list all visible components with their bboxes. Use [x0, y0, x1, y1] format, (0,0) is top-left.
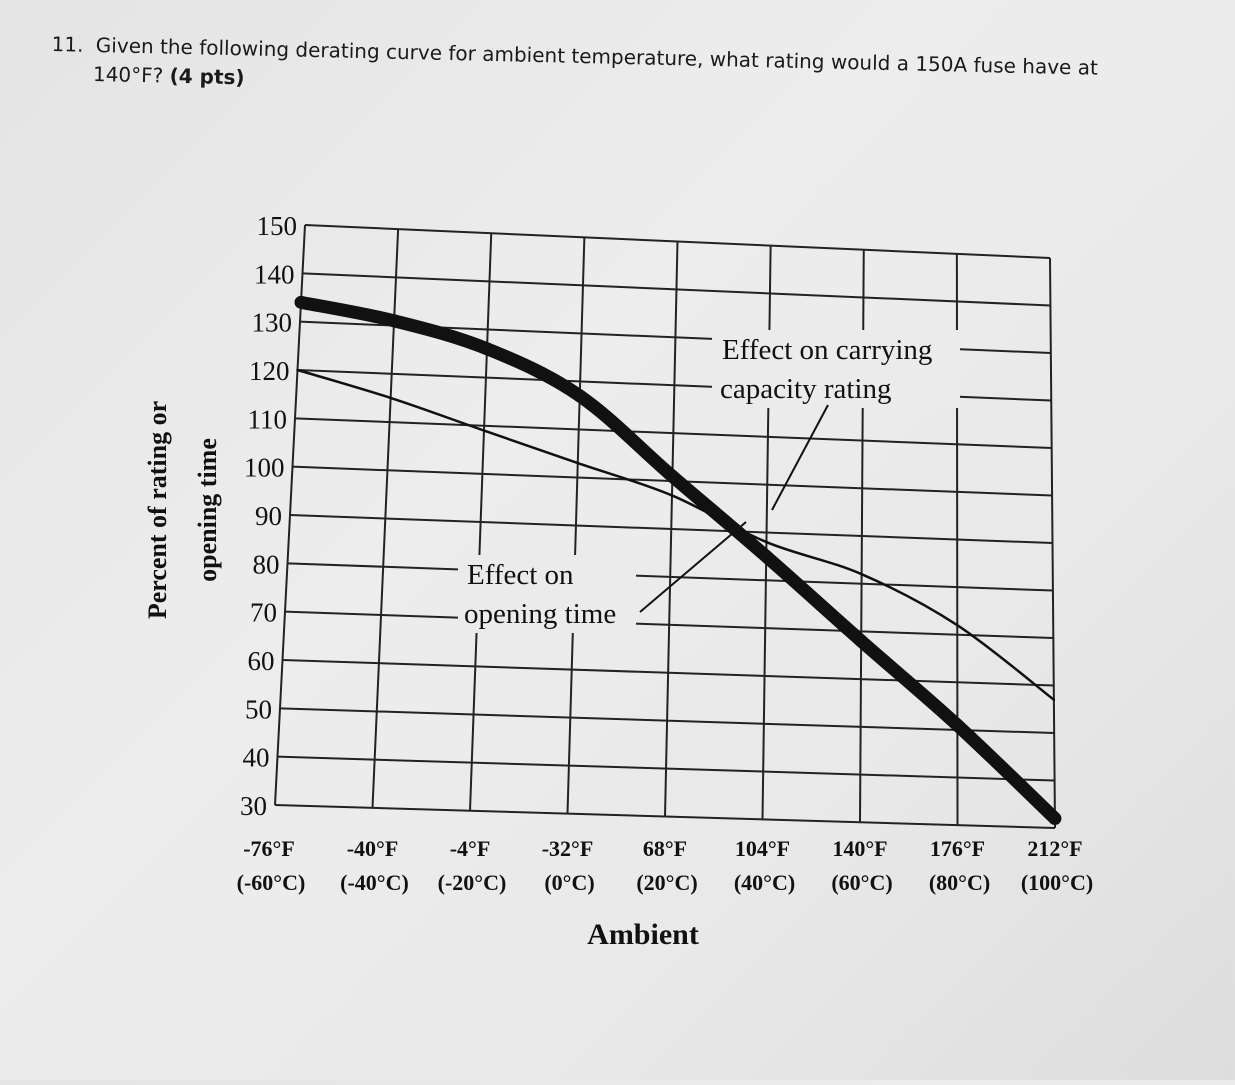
y-tick-label: 30: [240, 791, 267, 821]
opening-leader-line: [639, 521, 747, 613]
data-point-opening-time: [1052, 698, 1056, 701]
data-point-carrying-capacity: [573, 389, 587, 403]
opening-annotation-line1: Effect on: [467, 559, 574, 591]
grid-line-v: [469, 233, 493, 811]
y-tick-label: 130: [252, 308, 293, 338]
x-tick-label-f: 176°F: [930, 836, 985, 861]
x-tick-label-f: 212°F: [1027, 836, 1082, 861]
carrying-annotation-line2: capacity rating: [720, 373, 892, 405]
x-tick-label-f: 68°F: [643, 836, 687, 861]
x-tick-label-c: (40°C): [734, 870, 795, 895]
series-line-carrying-capacity: [299, 295, 1060, 824]
opening-annotation-line2: opening time: [464, 598, 616, 630]
carrying-label-bg: [712, 330, 960, 408]
x-tick-label-f: -76°F: [243, 836, 295, 861]
y-tick-label: 110: [248, 404, 288, 434]
x-tick-label-c: (0°C): [544, 870, 594, 895]
y-tick-label: 100: [244, 453, 285, 483]
data-point-carrying-capacity: [294, 295, 308, 309]
data-point-carrying-capacity: [950, 718, 964, 732]
y-tick-label: 150: [257, 211, 298, 241]
x-tick-label-f: 104°F: [735, 836, 790, 861]
grid-line-v: [566, 237, 586, 814]
y-tick-label: 120: [249, 356, 290, 386]
x-tick-label-c: (80°C): [929, 870, 990, 895]
grid-line-v: [664, 241, 679, 817]
data-point-carrying-capacity: [387, 314, 401, 328]
data-point-carrying-capacity: [759, 549, 773, 563]
y-tick-label: 70: [250, 598, 277, 628]
data-point-opening-time: [765, 540, 768, 544]
x-tick-label-c: (-40°C): [340, 870, 409, 895]
y-tick-label: 90: [255, 501, 282, 531]
data-point-opening-time: [576, 461, 580, 465]
grid-line-v: [1049, 257, 1056, 829]
x-tick-label-f: -32°F: [542, 836, 594, 861]
y-axis-ticks: 150 140 130 120 110 100 90 80 70 60 50 40 30: [240, 211, 297, 821]
x-tick-label-f: 140°F: [832, 836, 887, 861]
y-axis-label-line2: opening time: [193, 438, 222, 582]
series-line-opening-time: [297, 368, 1055, 701]
data-point-opening-time: [670, 494, 674, 497]
y-axis-label-line1: Percent of rating or: [143, 401, 172, 619]
data-point-carrying-capacity: [480, 342, 494, 356]
data-point-carrying-capacity: [665, 469, 679, 483]
x-tick-label-f: -40°F: [347, 836, 399, 861]
opening-label-bg: [458, 555, 636, 633]
data-point-opening-time: [956, 623, 959, 627]
data-point-opening-time: [296, 368, 299, 372]
y-tick-label: 50: [245, 694, 272, 724]
data-point-opening-time: [389, 396, 392, 400]
x-axis-ticks: -76°F (-60°C) -40°F (-40°C) -4°F (-20°C) -32°F…: [237, 836, 1094, 895]
y-tick-label: 80: [253, 549, 280, 579]
data-point-carrying-capacity: [1048, 812, 1062, 825]
x-axis-label: Ambient: [587, 918, 699, 951]
x-tick-label-c: (100°C): [1021, 870, 1093, 895]
x-tick-label-c: (-20°C): [438, 870, 507, 895]
data-point-opening-time: [860, 572, 863, 576]
series-layer: [294, 295, 1062, 825]
data-point-carrying-capacity: [854, 634, 868, 648]
carrying-annotation-line1: Effect on carrying: [722, 334, 932, 366]
y-tick-label: 140: [254, 259, 295, 289]
data-point-opening-time: [482, 429, 486, 432]
x-tick-label-c: (60°C): [831, 870, 892, 895]
y-tick-label: 60: [248, 646, 275, 676]
y-tick-label: 40: [243, 743, 270, 773]
x-tick-label-c: (20°C): [636, 870, 697, 895]
carrying-leader-line: [771, 404, 829, 511]
x-tick-label-c: (-60°C): [237, 870, 306, 895]
x-tick-label-f: -4°F: [450, 836, 491, 861]
grid-line-v: [274, 224, 306, 806]
